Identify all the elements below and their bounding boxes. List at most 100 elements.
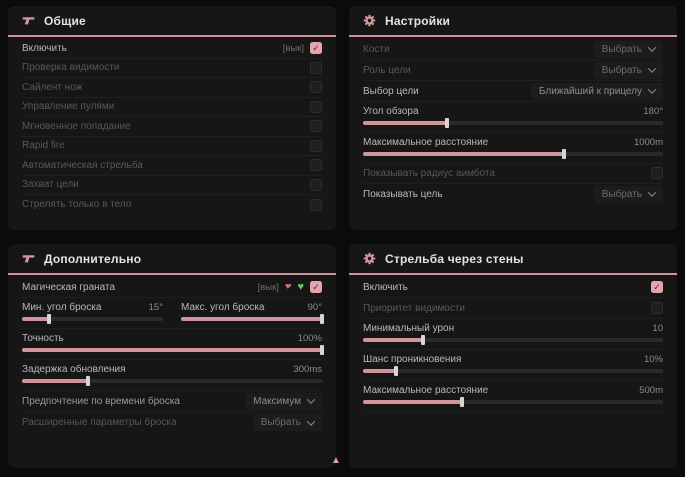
min-throw-angle-col: Мин. угол броска 15°	[22, 302, 163, 324]
row-show-aim-radius: Показывать радиус аимбота	[363, 164, 663, 184]
row-label: Шанс проникновения	[363, 354, 462, 365]
heart-icon[interactable]: ♥	[297, 280, 304, 293]
advanced-throw-dropdown[interactable]: Выбрать	[252, 414, 322, 431]
row-show-target: Показывать цель Выбрать	[363, 184, 663, 205]
update-delay-slider[interactable]	[22, 376, 322, 386]
wallbang-enable-checkbox[interactable]: ✓	[651, 281, 663, 293]
gear-icon	[363, 14, 376, 27]
wallbang-max-distance-value: 500m	[639, 385, 663, 396]
row-wallbang-enable: Включить ✓	[363, 277, 663, 298]
visibility-check-checkbox[interactable]	[310, 61, 322, 74]
row-label: Минимальный урон	[363, 323, 455, 334]
row-bones: Кости Выбрать	[363, 39, 663, 60]
target-choice-dropdown[interactable]: Ближайший к прицелу	[530, 82, 663, 100]
accuracy-slider[interactable]	[22, 345, 324, 355]
row-instant-hit: Мгновенное попадание	[22, 117, 322, 137]
fov-value: 180°	[643, 106, 663, 117]
slider-thumb[interactable]	[421, 335, 425, 345]
chevron-down-icon	[647, 188, 657, 197]
panel-wallbang: Стрельба через стены Включить ✓ Приорите…	[349, 244, 677, 468]
instant-hit-checkbox[interactable]	[310, 120, 322, 133]
slider-thumb[interactable]	[46, 314, 51, 324]
show-target-dropdown[interactable]: Выбрать	[593, 185, 663, 203]
min-damage-value: 10	[652, 323, 663, 334]
throw-time-pref-dropdown[interactable]: Максимум	[245, 392, 322, 410]
accuracy-value: 100%	[297, 333, 322, 344]
enable-checkbox[interactable]: ✓	[310, 42, 322, 55]
accent-divider	[8, 273, 336, 275]
rapid-fire-checkbox[interactable]	[310, 139, 322, 152]
slider-thumb[interactable]	[394, 366, 398, 376]
row-target-lock: Захват цели	[22, 176, 322, 195]
visibility-priority-checkbox[interactable]	[651, 302, 663, 314]
slider-thumb[interactable]	[320, 314, 324, 324]
fov-slider[interactable]	[363, 118, 663, 128]
row-fov: Угол обзора 180°	[363, 102, 663, 133]
panel-additional-header: Дополнительно	[8, 244, 336, 273]
row-penetration-chance: Шанс проникновения 10%	[363, 350, 663, 381]
panel-settings: Настройки Кости Выбрать Роль цели Выбрат…	[349, 6, 677, 230]
pistol-icon	[22, 14, 35, 27]
chevron-down-icon	[647, 43, 657, 52]
slider-thumb[interactable]	[460, 397, 464, 407]
row-throw-angles: Мин. угол броска 15° Макс. угол броска 9…	[22, 298, 324, 329]
row-target-choice: Выбор цели Ближайший к прицелу	[363, 81, 663, 102]
row-enable: Включить [вык] ✓	[22, 39, 322, 59]
row-label: Кости	[363, 43, 390, 55]
heart-broken-icon[interactable]: ♥	[284, 280, 292, 293]
panel-wallbang-header: Стрельба через стены	[349, 244, 677, 273]
accent-divider	[349, 273, 677, 275]
slider-thumb[interactable]	[445, 118, 449, 128]
update-delay-value: 300ms	[293, 364, 322, 375]
min-throw-angle-slider[interactable]	[22, 314, 163, 324]
row-label: Сайлент нож	[22, 81, 83, 93]
slider-thumb[interactable]	[562, 149, 566, 159]
chevron-down-icon	[647, 85, 657, 94]
row-label: Автоматическая стрельба	[22, 159, 143, 171]
row-label: Точность	[22, 333, 64, 344]
min-damage-slider[interactable]	[363, 335, 663, 345]
keybind-tag: [вык]	[257, 281, 279, 293]
panel-general-header: Общие	[8, 6, 336, 35]
row-wallbang-max-distance: Максимальное расстояние 500m	[363, 381, 663, 412]
max-throw-angle-slider[interactable]	[181, 314, 324, 324]
row-label: Показывать радиус аимбота	[363, 167, 495, 179]
row-label: Показывать цель	[363, 188, 443, 200]
slider-thumb[interactable]	[86, 376, 90, 386]
row-label: Включить	[363, 281, 408, 293]
bullet-control-checkbox[interactable]	[310, 100, 322, 113]
accent-divider	[349, 35, 677, 37]
show-aim-radius-checkbox[interactable]	[651, 167, 663, 180]
row-silent-knife: Сайлент нож	[22, 78, 322, 98]
row-throw-time-pref: Предпочтение по времени броска Максимум	[22, 391, 322, 412]
row-label: Захват цели	[22, 179, 79, 191]
row-label: Включить	[22, 42, 67, 54]
penetration-chance-value: 10%	[643, 354, 663, 365]
panel-general: Общие Включить [вык] ✓ Проверка видимост…	[8, 6, 336, 230]
row-label: Выбор цели	[363, 85, 419, 97]
row-label: Мгновенное попадание	[22, 120, 131, 132]
min-throw-angle-value: 15°	[148, 302, 163, 313]
bones-dropdown[interactable]: Выбрать	[593, 40, 663, 58]
target-lock-checkbox[interactable]	[310, 178, 322, 191]
chevron-down-icon	[306, 416, 316, 426]
row-label: Приоритет видимости	[363, 302, 466, 314]
row-label: Предпочтение по времени броска	[22, 395, 180, 407]
row-label: Задержка обновления	[22, 364, 126, 375]
max-distance-slider[interactable]	[363, 149, 663, 159]
silent-knife-checkbox[interactable]	[310, 81, 322, 94]
auto-fire-checkbox[interactable]	[310, 159, 322, 172]
pistol-icon	[22, 252, 35, 265]
row-label: Мин. угол броска	[22, 302, 102, 313]
slider-thumb[interactable]	[320, 345, 324, 355]
target-role-dropdown[interactable]: Выбрать	[593, 61, 663, 79]
row-rapid-fire: Rapid fire	[22, 137, 322, 156]
penetration-chance-slider[interactable]	[363, 366, 663, 376]
scroll-up-handle[interactable]: ▲	[331, 455, 341, 466]
row-update-delay: Задержка обновления 300ms	[22, 360, 322, 391]
max-throw-angle-value: 90°	[307, 302, 322, 313]
row-visibility-priority: Приоритет видимости	[363, 298, 663, 319]
magic-grenade-checkbox[interactable]: ✓	[310, 281, 322, 293]
wallbang-max-distance-slider[interactable]	[363, 397, 663, 407]
body-only-checkbox[interactable]	[310, 198, 322, 211]
